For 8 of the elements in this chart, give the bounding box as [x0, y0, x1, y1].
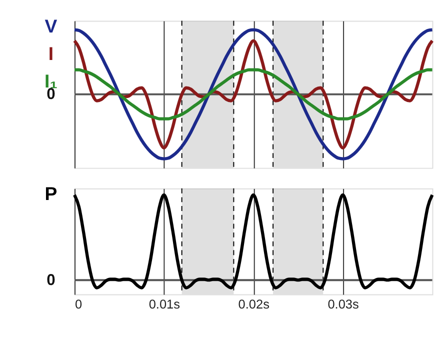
x-tick-label: 0.03s — [328, 296, 359, 312]
x-tick-label: 0.02s — [238, 296, 270, 312]
series-label: I — [48, 43, 54, 64]
x-tick-label: 0 — [74, 296, 82, 312]
series-label: V — [44, 16, 58, 37]
series-label: P — [44, 183, 58, 204]
text: 0 — [46, 272, 56, 290]
x-tick-label: 0.01s — [148, 296, 180, 312]
